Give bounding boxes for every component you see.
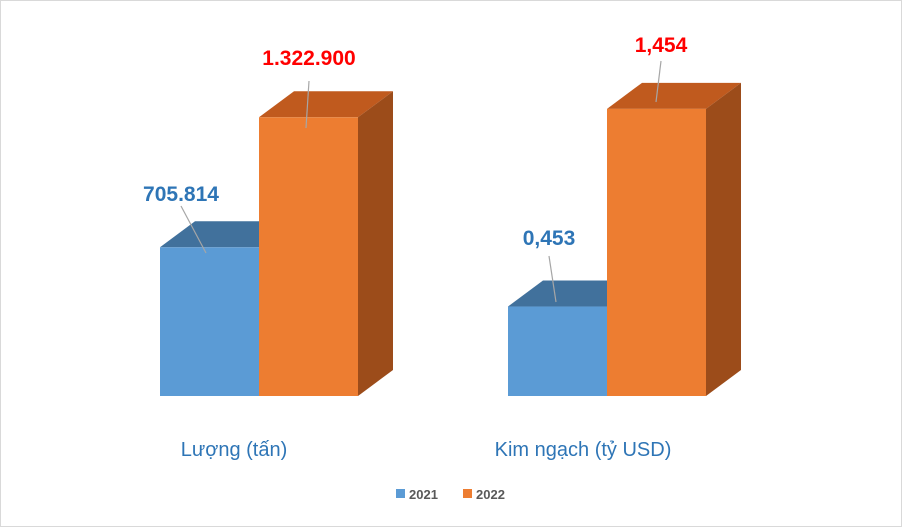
bar-2021-luong-front — [160, 247, 259, 396]
legend-swatch-2021 — [396, 489, 405, 498]
data-label-2022-luong: 1.322.900 — [262, 47, 355, 70]
leader-line-2021-0 — [180, 205, 207, 254]
data-label-2022-kim-ngach: 1,454 — [635, 34, 688, 57]
category-label-kim-ngach: Kim ngạch (tỷ USD) — [495, 439, 672, 461]
bar-2021-kim-ngach-front — [508, 306, 607, 396]
labels-layer: 705.814 1.322.900 Lượng (tấn) 0,453 1,454 Kim… — [143, 34, 688, 461]
bar-2022-kim-ngach-front — [607, 108, 706, 397]
bar-2022-kim-ngach-side — [706, 82, 741, 397]
bar-2022-kim-ngach-top — [607, 82, 741, 109]
bar-2022-luong-front — [259, 117, 358, 396]
legend-label-2022: 2022 — [476, 487, 505, 502]
legend: 2021 2022 — [396, 487, 505, 502]
legend-swatch-2022 — [463, 489, 472, 498]
data-label-2021-kim-ngach: 0,453 — [523, 227, 576, 250]
leader-line-2022-0 — [305, 80, 310, 129]
leader-line-2022-1 — [655, 60, 662, 103]
bars-layer — [160, 82, 741, 397]
legend-label-2021: 2021 — [409, 487, 438, 502]
leader-line-2021-1 — [548, 255, 557, 303]
bar-2022-luong-side — [358, 91, 393, 396]
category-label-luong: Lượng (tấn) — [181, 439, 288, 461]
bar-2022-luong-top — [259, 91, 393, 118]
data-label-2021-luong: 705.814 — [143, 183, 219, 206]
